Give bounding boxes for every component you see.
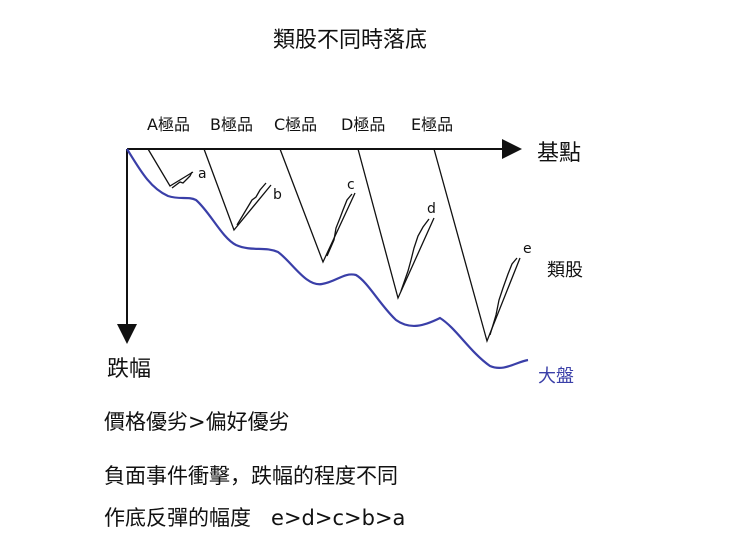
sector-curve-a bbox=[147, 148, 194, 187]
sector-curve-c bbox=[279, 148, 356, 264]
stock-label-c: C極品 bbox=[274, 115, 317, 134]
caption-line-2: 負面事件衝擊，跌幅的程度不同 bbox=[104, 464, 398, 488]
curve-letter-c: c bbox=[347, 177, 355, 193]
rebound-mark-c bbox=[326, 193, 353, 257]
rebound-mark-a bbox=[171, 171, 193, 189]
rebound-mark-b bbox=[236, 182, 267, 226]
curve-letter-b: b bbox=[273, 187, 282, 203]
market-label: 大盤 bbox=[538, 366, 574, 387]
curve-letter-d: d bbox=[427, 201, 436, 217]
caption-line-1: 價格優劣>偏好優劣 bbox=[104, 410, 290, 434]
sector-bottoming-diagram: 基點 跌幅 A極品 B極品 C極品 D極品 E極品 a b c d e 類股 大… bbox=[107, 115, 583, 387]
rebound-mark-d bbox=[400, 218, 430, 292]
stock-label-a: A極品 bbox=[147, 115, 190, 134]
diagram-title: 類股不同時落底 bbox=[272, 28, 427, 53]
market-curve bbox=[126, 148, 529, 369]
stock-label-b: B極品 bbox=[210, 115, 253, 134]
y-axis-label: 跌幅 bbox=[107, 357, 151, 382]
sector-curve-e bbox=[433, 148, 521, 344]
curve-letter-a: a bbox=[198, 166, 207, 182]
caption-line-3: 作底反彈的幅度 e>d>c>b>a bbox=[104, 506, 406, 530]
rebound-mark-e bbox=[489, 257, 518, 336]
x-axis-label: 基點 bbox=[537, 141, 581, 166]
sector-curve-b bbox=[203, 148, 272, 232]
sector-label: 類股 bbox=[547, 260, 583, 281]
sector-curve-d bbox=[357, 148, 435, 300]
stock-label-d: D極品 bbox=[341, 115, 385, 134]
stock-label-e: E極品 bbox=[411, 115, 453, 134]
curve-letter-e: e bbox=[523, 241, 532, 257]
